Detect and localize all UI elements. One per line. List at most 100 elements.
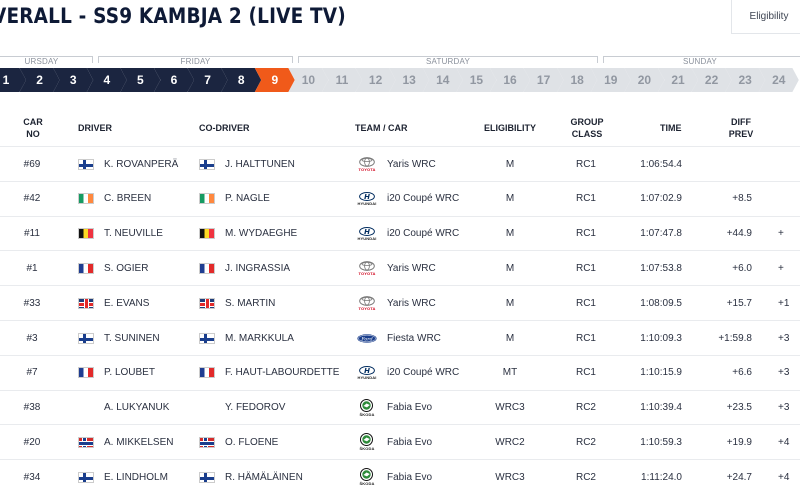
group-class-value: RC1 bbox=[575, 193, 596, 205]
stage-button-16[interactable]: 16 bbox=[490, 68, 530, 92]
stage-button-2[interactable]: 2 bbox=[19, 68, 60, 92]
driver-name[interactable]: A. MIKKELSEN bbox=[104, 436, 174, 448]
car-model: i20 Coupé WRC bbox=[387, 367, 460, 379]
diff-first: +4 bbox=[778, 471, 790, 483]
table-row[interactable]: #69 K. ROVANPERÄ J. HALTTUNEN TOYOTA Yaris W… bbox=[0, 146, 800, 181]
driver-name[interactable]: A. LUKYANUK bbox=[104, 402, 170, 414]
stage-button-14[interactable]: 14 bbox=[422, 68, 463, 92]
driver-name[interactable]: S. OGIER bbox=[104, 262, 149, 274]
driver-flag bbox=[78, 217, 94, 251]
svg-text:H: H bbox=[364, 228, 370, 236]
eligibility-value: M bbox=[505, 332, 515, 344]
flag-gb-icon bbox=[199, 297, 215, 309]
table-row[interactable]: #7 P. LOUBET F. HAUT-LABOURDETTE H HYUNDAI i2… bbox=[0, 354, 800, 390]
stage-button-21[interactable]: 21 bbox=[658, 68, 698, 92]
stage-time: 1:06:54.4 bbox=[640, 158, 682, 170]
brand-logo-text: ŠKODA bbox=[359, 446, 375, 452]
stage-button-6[interactable]: 6 bbox=[154, 68, 194, 92]
toyota-logo-icon: TOYOTA bbox=[359, 260, 376, 276]
flag-be-icon bbox=[199, 228, 215, 240]
diff-prev bbox=[700, 147, 752, 181]
col-group-class[interactable]: GROUP CLASS bbox=[570, 117, 604, 139]
eligibility-value: M bbox=[505, 193, 515, 205]
stage-button-10[interactable]: 10 bbox=[288, 68, 329, 92]
col-team-car[interactable]: TEAM / CAR bbox=[355, 123, 408, 133]
driver-flag bbox=[78, 460, 94, 494]
col-diff-prev[interactable]: DIFF PREV bbox=[728, 117, 754, 139]
codriver-name[interactable]: Y. FEDOROV bbox=[225, 402, 286, 414]
stage-button-17[interactable]: 17 bbox=[523, 68, 564, 92]
eligibility-value: MT bbox=[502, 367, 518, 379]
stage-button-13[interactable]: 13 bbox=[389, 68, 430, 92]
day-label-saturday: SATURDAY bbox=[426, 57, 470, 66]
codriver-name[interactable]: M. MARKKULA bbox=[225, 332, 294, 344]
flag-fi-icon bbox=[78, 471, 94, 483]
table-row[interactable]: #3 T. SUNINEN M. MARKKULA Ford Fiesta WRC M RC… bbox=[0, 320, 800, 355]
stage-button-3[interactable]: 3 bbox=[53, 68, 94, 92]
stage-button-8[interactable]: 8 bbox=[221, 68, 262, 92]
driver-name[interactable]: T. NEUVILLE bbox=[104, 228, 163, 240]
hyundai-logo-icon: H HYUNDAI bbox=[358, 226, 377, 241]
codriver-name[interactable]: J. HALTTUNEN bbox=[225, 158, 295, 170]
table-row[interactable]: #34 E. LINDHOLM R. HÄMÄLÄINEN ŠKODA Fabia Ev… bbox=[0, 459, 800, 494]
eligibility-button[interactable]: Eligibility bbox=[731, 0, 800, 34]
group-class-value: RC1 bbox=[575, 297, 596, 309]
col-driver[interactable]: DRIVER bbox=[78, 123, 113, 133]
col-car-no[interactable]: CAR NO bbox=[23, 117, 43, 139]
driver-flag bbox=[78, 147, 94, 181]
stage-button-5[interactable]: 5 bbox=[120, 68, 161, 92]
stage-button-22[interactable]: 22 bbox=[691, 68, 732, 92]
driver-name[interactable]: E. EVANS bbox=[104, 297, 150, 309]
team-logo: Ford bbox=[355, 321, 379, 355]
driver-name[interactable]: K. ROVANPERÄ bbox=[104, 158, 179, 170]
codriver-name[interactable]: M. WYDAEGHE bbox=[225, 228, 298, 240]
stage-button-4[interactable]: 4 bbox=[86, 68, 127, 92]
stage-button-15[interactable]: 15 bbox=[456, 68, 497, 92]
table-row[interactable]: #11 T. NEUVILLE M. WYDAEGHE H HYUNDAI i20 Cou… bbox=[0, 215, 800, 251]
col-eligibility[interactable]: ELIGIBILITY bbox=[484, 123, 537, 133]
table-row[interactable]: #42 C. BREEN P. NAGLE H HYUNDAI i20 Coupé WRC… bbox=[0, 180, 800, 216]
stage-button-20[interactable]: 20 bbox=[624, 68, 665, 92]
stage-time: 1:07:53.8 bbox=[640, 262, 682, 274]
driver-name[interactable]: P. LOUBET bbox=[104, 367, 155, 379]
table-row[interactable]: #38 A. LUKYANUK Y. FEDOROV ŠKODA Fabia Evo WR… bbox=[0, 389, 800, 425]
stage-button-1[interactable]: 1 bbox=[0, 68, 26, 92]
driver-name[interactable]: E. LINDHOLM bbox=[104, 471, 168, 483]
stage-time: 1:10:59.3 bbox=[640, 436, 682, 448]
driver-name[interactable]: T. SUNINEN bbox=[104, 332, 160, 344]
car-number: #34 bbox=[23, 471, 41, 483]
stage-time: 1:07:47.8 bbox=[640, 228, 682, 240]
stage-button-18[interactable]: 18 bbox=[557, 68, 598, 92]
col-codriver[interactable]: CO-DRIVER bbox=[199, 123, 250, 133]
codriver-name[interactable]: R. HÄMÄLÄINEN bbox=[225, 471, 303, 483]
table-row[interactable]: #1 S. OGIER J. INGRASSIA TOYOTA Yaris WRC M RC… bbox=[0, 250, 800, 285]
codriver-name[interactable]: J. INGRASSIA bbox=[225, 262, 291, 274]
stage-button-19[interactable]: 19 bbox=[590, 68, 631, 92]
col-time[interactable]: TIME bbox=[660, 123, 682, 133]
day-group-friday: FRIDAY bbox=[98, 56, 293, 68]
car-number: #42 bbox=[23, 193, 41, 205]
codriver-name[interactable]: F. HAUT-LABOURDETTE bbox=[225, 367, 340, 379]
codriver-name[interactable]: P. NAGLE bbox=[225, 193, 270, 205]
stage-button-7[interactable]: 7 bbox=[187, 68, 228, 92]
day-label-friday: FRIDAY bbox=[180, 57, 211, 66]
codriver-name[interactable]: S. MARTIN bbox=[225, 297, 276, 309]
stage-button-23[interactable]: 23 bbox=[725, 68, 766, 92]
flag-fr-icon bbox=[199, 262, 215, 274]
toyota-logo-icon: TOYOTA bbox=[359, 156, 376, 172]
stage-button-12[interactable]: 12 bbox=[355, 68, 396, 92]
codriver-name[interactable]: O. FLOENE bbox=[225, 436, 279, 448]
driver-name[interactable]: C. BREEN bbox=[104, 193, 152, 205]
diff-first: +4 bbox=[778, 436, 790, 448]
car-model: Yaris WRC bbox=[387, 297, 436, 309]
driver-flag bbox=[78, 321, 94, 355]
eligibility-value: M bbox=[505, 262, 515, 274]
flag-fr-icon bbox=[78, 262, 94, 274]
stage-button-11[interactable]: 11 bbox=[322, 68, 362, 92]
table-row[interactable]: #33 E. EVANS S. MARTIN TOYOTA Yaris WRC M RC1 1… bbox=[0, 285, 800, 320]
stage-button-24[interactable]: 24 bbox=[758, 68, 799, 92]
table-row[interactable]: #20 A. MIKKELSEN O. FLOENE ŠKODA Fabia Evo WR… bbox=[0, 424, 800, 459]
stage-button-9[interactable]: 9 bbox=[254, 68, 295, 92]
car-model: i20 Coupé WRC bbox=[387, 193, 460, 205]
toyota-logo-icon: TOYOTA bbox=[359, 295, 376, 311]
